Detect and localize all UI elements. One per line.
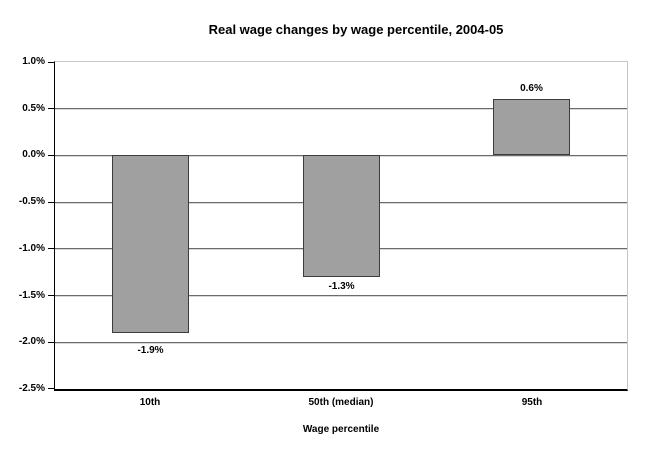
x-axis-category-label: 95th <box>521 397 543 408</box>
y-axis-tick-mark <box>48 61 55 63</box>
x-axis-category-label: 50th (median) <box>308 397 374 408</box>
x-axis-title: Wage percentile <box>302 424 380 435</box>
y-axis-tick-label: 1.0% <box>22 56 45 67</box>
bar-value-label: 0.6% <box>520 83 543 94</box>
y-axis-tick-label: 0.5% <box>22 103 45 114</box>
bar-value-label: -1.9% <box>137 345 164 356</box>
y-axis-tick-mark <box>48 388 55 389</box>
y-axis-tick-label: -1.5% <box>18 290 45 301</box>
gridline <box>55 108 627 110</box>
chart-title: Real wage changes by wage percentile, 20… <box>208 22 504 37</box>
y-axis-tick-label: -0.5% <box>18 196 45 207</box>
y-axis-tick-mark <box>48 341 55 343</box>
y-axis-tick-label: -2.5% <box>18 383 45 394</box>
bar <box>303 155 380 277</box>
gridline <box>55 341 627 343</box>
bar <box>493 99 570 156</box>
y-axis-tick-mark <box>48 154 55 156</box>
x-axis-category-label: 10th <box>139 397 161 408</box>
y-axis-tick-mark <box>48 295 55 297</box>
y-axis-tick-mark <box>48 201 55 203</box>
y-axis-tick-mark <box>48 108 55 110</box>
y-axis-tick-mark <box>48 248 55 250</box>
bar-value-label: -1.3% <box>328 281 355 292</box>
bar <box>112 155 189 333</box>
y-axis-tick-label: -2.0% <box>18 336 45 347</box>
plot-area: -1.9% -1.3% 0.6% <box>48 61 628 391</box>
y-axis-tick-label: 0.0% <box>22 149 45 160</box>
y-axis-tick-label: -1.0% <box>18 243 45 254</box>
gridline <box>55 295 627 297</box>
